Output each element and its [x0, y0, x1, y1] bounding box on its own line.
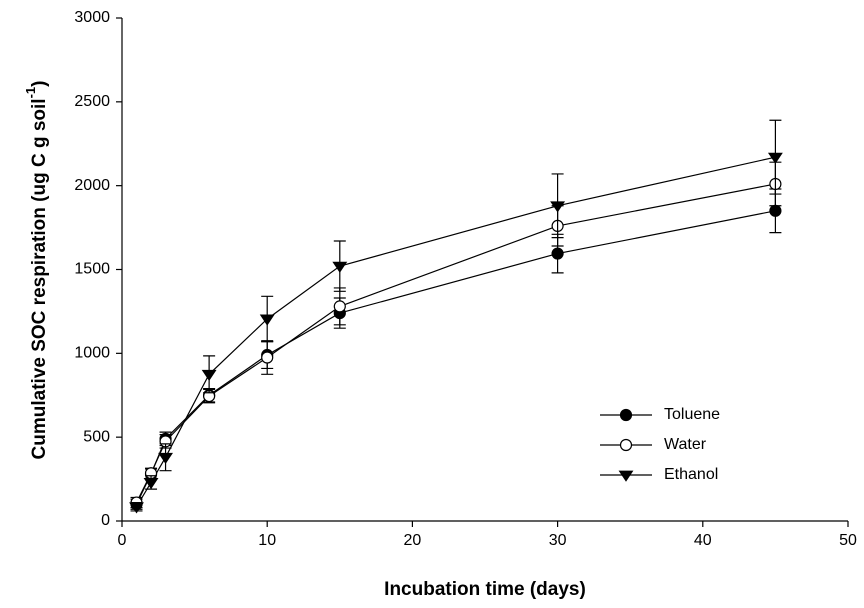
marker [769, 204, 782, 217]
marker [333, 300, 346, 313]
y-axis-title-sup: -1 [23, 87, 38, 99]
x-axis-title: Incubation time (days) [384, 579, 586, 600]
marker [259, 314, 275, 326]
marker [261, 351, 274, 364]
marker [158, 452, 173, 465]
y-tick-label: 2000 [74, 177, 110, 194]
legend-label: Ethanol [664, 466, 718, 483]
y-tick-label: 1000 [74, 345, 110, 362]
x-tick-label: 30 [549, 532, 567, 549]
legend-label: Water [664, 436, 707, 453]
x-tick-label: 0 [118, 532, 127, 549]
y-tick-label: 2500 [74, 93, 110, 110]
marker [551, 247, 564, 260]
legend-label: Toluene [664, 406, 720, 423]
legend-marker [619, 438, 633, 452]
marker [201, 369, 217, 382]
marker [550, 201, 566, 213]
y-tick-label: 0 [101, 512, 110, 529]
marker [332, 261, 348, 273]
x-tick-label: 20 [404, 532, 422, 549]
y-tick-label: 3000 [74, 9, 110, 26]
y-axis-title-end: ) [29, 81, 50, 87]
series-line [135, 183, 776, 503]
series-line [136, 156, 776, 508]
x-tick-label: 50 [839, 532, 857, 549]
legend-marker [618, 470, 634, 482]
y-axis-title: Cumulative SOC respiration (ug C g soil-… [23, 81, 50, 460]
y-tick-label: 500 [83, 428, 110, 445]
legend-marker [619, 408, 633, 422]
series-line [135, 210, 776, 505]
marker [767, 152, 783, 164]
x-tick-label: 40 [694, 532, 712, 549]
marker [129, 502, 144, 514]
y-axis-title-main: Cumulative SOC respiration (ug C g soil [29, 98, 50, 459]
x-tick-label: 10 [258, 532, 276, 549]
marker [143, 478, 159, 490]
y-tick-label: 1500 [74, 261, 110, 278]
